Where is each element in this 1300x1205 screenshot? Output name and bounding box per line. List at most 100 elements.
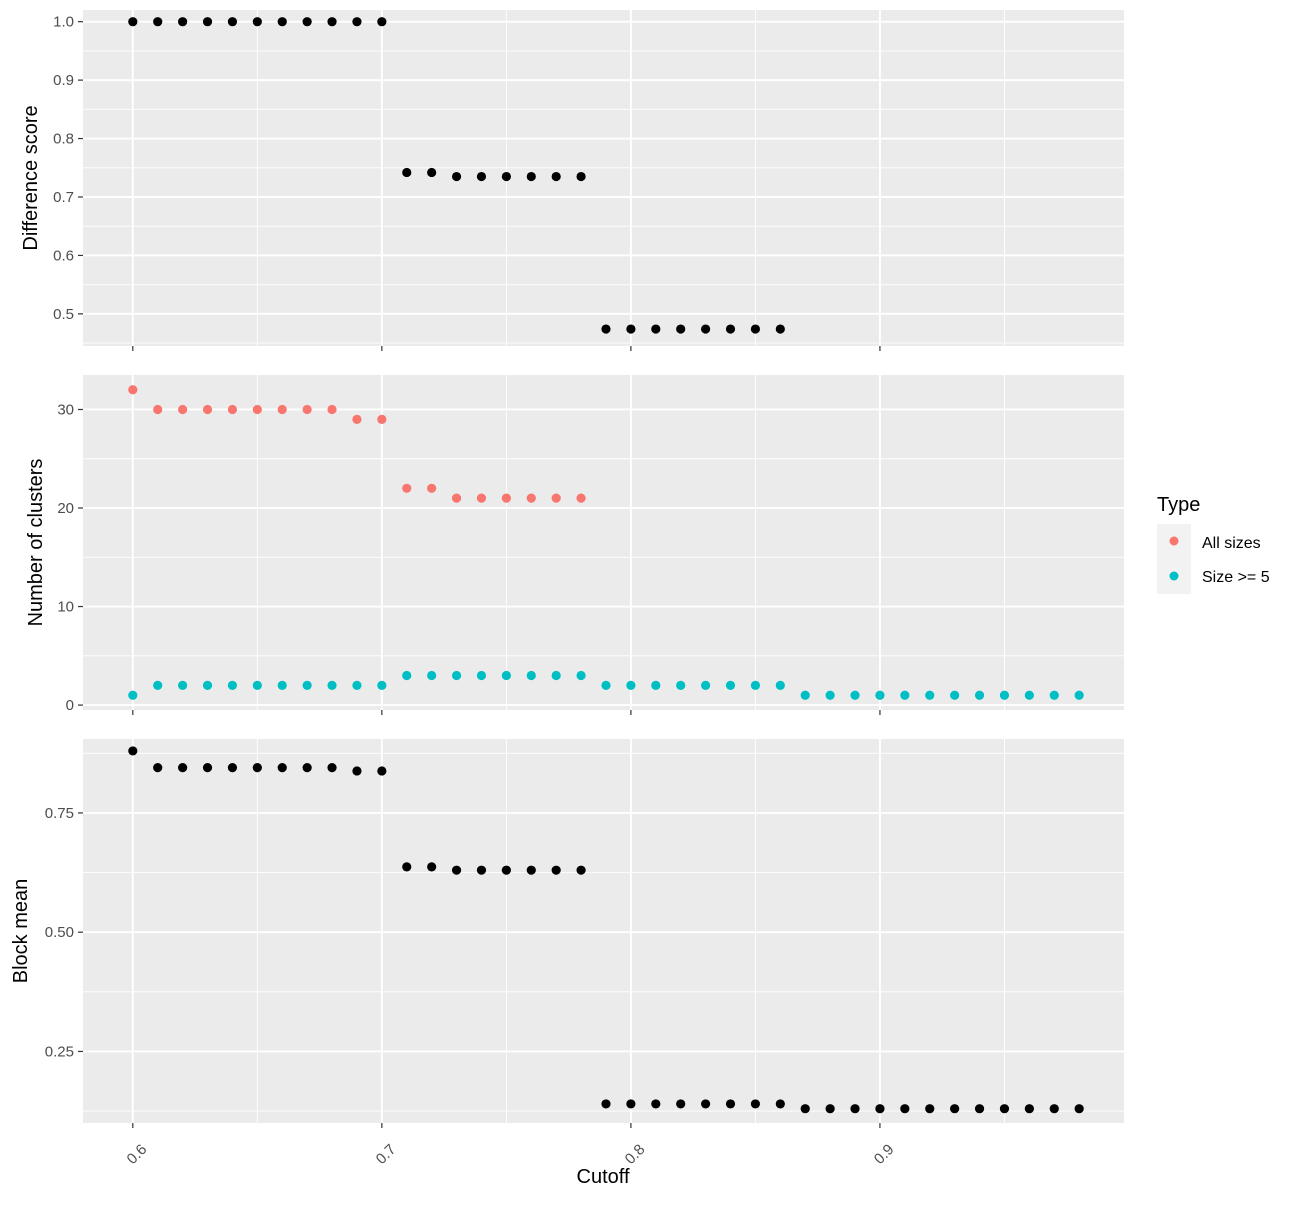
data-point [999,690,1010,700]
data-point [875,690,885,700]
panel-background [83,375,1124,710]
data-point [202,404,213,415]
data-point [1074,1104,1084,1114]
data-point [178,763,188,773]
data-point [451,865,462,875]
data-point [750,324,761,334]
data-point [178,17,188,27]
data-point [352,766,362,776]
data-point [302,17,312,27]
data-point [501,670,511,681]
data-point [750,680,761,690]
legend-key-all-sizes [1169,536,1179,546]
legend-label-all-sizes: All sizes [1202,535,1261,552]
y-tick-label: 30 [57,401,74,418]
data-point [178,680,188,690]
data-point [1024,690,1034,700]
data-point [352,680,362,690]
data-point [451,493,462,503]
data-point [427,862,437,872]
data-point [526,865,536,875]
y-tick-label: 0.7 [53,189,74,206]
data-point [576,171,586,182]
data-point [626,680,636,690]
data-point [153,680,163,690]
data-point [576,670,586,681]
data-point [676,324,686,334]
data-point [476,865,487,875]
data-point [551,493,561,503]
data-point [950,1104,960,1114]
data-point [701,324,711,334]
data-point [377,766,387,776]
data-point [402,670,412,681]
data-point [327,680,337,690]
data-point [1049,1104,1059,1114]
data-point [974,690,985,700]
data-point [227,404,238,415]
data-point [725,1099,736,1109]
panel-background [83,10,1124,346]
y-tick-label: 0.6 [53,247,74,264]
data-point [875,1104,885,1114]
data-point [925,1104,935,1114]
data-point [327,763,337,773]
data-point [153,404,163,415]
legend-key-size-ge-5 [1169,571,1179,581]
data-point [252,680,262,690]
data-point [651,680,661,690]
data-point [725,324,736,334]
data-point [476,493,487,503]
data-point [153,763,163,773]
data-point [526,171,536,182]
data-point [476,670,487,681]
data-point [800,690,810,700]
data-point [775,680,785,690]
data-point [302,404,312,415]
data-point [651,324,661,334]
data-point [526,493,536,503]
data-point [252,17,262,27]
data-point [427,167,437,178]
data-point [1049,690,1059,700]
data-point [377,680,387,690]
panel-block-mean: 0.25 0.50 0.75 Block mean [10,739,1124,1128]
legend-key-background [1157,524,1191,594]
data-point [974,1104,985,1114]
legend: Type All sizes Size >= 5 [1157,494,1270,594]
data-point [601,680,611,690]
data-point [277,763,287,773]
data-point [427,670,437,681]
data-point [153,17,163,27]
data-point [128,385,138,395]
y-tick-label: 20 [57,500,74,517]
legend-title: Type [1157,494,1200,516]
data-point [800,1104,810,1114]
data-point [402,862,412,872]
data-point [900,1104,910,1114]
data-point [402,167,412,178]
data-point [651,1099,661,1109]
legend-label-size-ge-5: Size >= 5 [1202,569,1270,586]
y-axis-label: Block mean [10,879,32,984]
data-point [601,324,611,334]
data-point [202,680,213,690]
data-point [526,670,536,681]
data-point [825,1104,835,1114]
y-tick-label: 1.0 [53,14,74,31]
panel-background [83,739,1124,1123]
data-point [451,670,462,681]
data-point [327,17,337,27]
data-point [551,865,561,875]
data-point [227,17,238,27]
y-tick-label: 0.8 [53,131,74,148]
y-axis-label: Number of clusters [25,459,47,627]
data-point [302,763,312,773]
data-point [252,404,262,415]
y-tick-label: 0.5 [53,306,74,323]
data-point [676,1099,686,1109]
data-point [501,493,511,503]
data-point [501,171,511,182]
